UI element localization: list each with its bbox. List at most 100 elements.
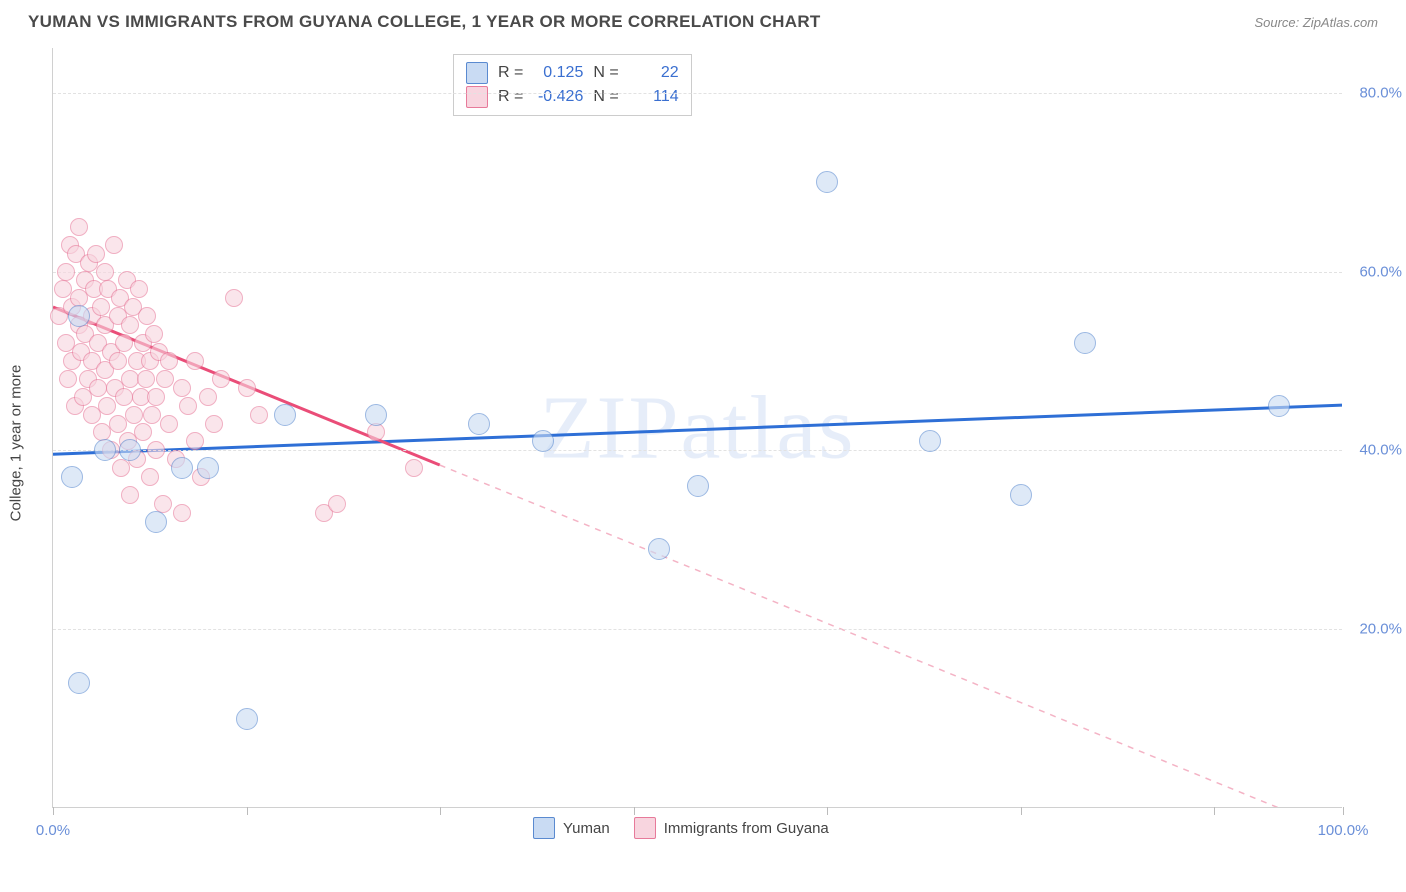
legend-swatch-pink (466, 86, 488, 108)
data-point (145, 325, 163, 343)
data-point (87, 245, 105, 263)
data-point (57, 263, 75, 281)
legend-item: Yuman (533, 817, 610, 839)
data-point (171, 457, 193, 479)
x-tick (53, 807, 54, 815)
data-point (687, 475, 709, 497)
legend-series: Yuman Immigrants from Guyana (533, 817, 829, 839)
data-point (156, 370, 174, 388)
data-point (68, 305, 90, 327)
data-point (236, 708, 258, 730)
x-tick-label: 100.0% (1318, 822, 1369, 839)
data-point (160, 415, 178, 433)
data-point (130, 280, 148, 298)
data-point (160, 352, 178, 370)
data-point (199, 388, 217, 406)
data-point (274, 404, 296, 426)
data-point (61, 466, 83, 488)
x-tick (1343, 807, 1344, 815)
data-point (137, 370, 155, 388)
data-point (367, 423, 385, 441)
y-tick-label: 40.0% (1347, 442, 1402, 459)
y-tick-label: 60.0% (1347, 263, 1402, 280)
data-point (96, 263, 114, 281)
data-point (405, 459, 423, 477)
trend-lines (53, 48, 1342, 807)
data-point (238, 379, 256, 397)
legend-row: R = -0.426 N = 114 (466, 85, 679, 109)
data-point (250, 406, 268, 424)
watermark: ZIPatlas (540, 376, 856, 479)
data-point (145, 511, 167, 533)
source-label: Source: ZipAtlas.com (1254, 15, 1378, 30)
data-point (468, 413, 490, 435)
gridline (53, 272, 1342, 273)
data-point (92, 298, 110, 316)
data-point (109, 415, 127, 433)
r-label: R = (498, 61, 523, 85)
x-tick (247, 807, 248, 815)
data-point (89, 379, 107, 397)
legend-label: Yuman (563, 820, 610, 837)
r-value: -0.426 (533, 85, 583, 109)
data-point (186, 352, 204, 370)
data-point (1010, 484, 1032, 506)
legend-stats: R = 0.125 N = 22 R = -0.426 N = 114 (453, 54, 692, 116)
r-label: R = (498, 85, 523, 109)
chart-container: College, 1 year or more ZIPatlas R = 0.1… (52, 48, 1372, 838)
data-point (186, 432, 204, 450)
x-tick (827, 807, 828, 815)
watermark-atlas: atlas (681, 378, 856, 477)
data-point (1074, 332, 1096, 354)
data-point (173, 379, 191, 397)
data-point (134, 423, 152, 441)
data-point (173, 504, 191, 522)
data-point (179, 397, 197, 415)
data-point (115, 388, 133, 406)
r-value: 0.125 (533, 61, 583, 85)
data-point (94, 439, 116, 461)
data-point (138, 307, 156, 325)
x-tick (1214, 807, 1215, 815)
data-point (109, 352, 127, 370)
data-point (105, 236, 123, 254)
data-point (121, 486, 139, 504)
y-axis-label: College, 1 year or more (8, 365, 25, 522)
data-point (68, 672, 90, 694)
data-point (115, 334, 133, 352)
data-point (205, 415, 223, 433)
n-value: 22 (629, 61, 679, 85)
x-tick (1021, 807, 1022, 815)
data-point (328, 495, 346, 513)
gridline (53, 450, 1342, 451)
n-value: 114 (629, 85, 679, 109)
data-point (121, 316, 139, 334)
data-point (98, 397, 116, 415)
data-point (648, 538, 670, 560)
data-point (225, 289, 243, 307)
data-point (919, 430, 941, 452)
gridline (53, 629, 1342, 630)
legend-item: Immigrants from Guyana (634, 817, 829, 839)
legend-swatch-blue (466, 62, 488, 84)
x-tick (440, 807, 441, 815)
data-point (197, 457, 219, 479)
data-point (119, 439, 141, 461)
data-point (125, 406, 143, 424)
gridline (53, 93, 1342, 94)
legend-swatch-pink (634, 817, 656, 839)
data-point (212, 370, 230, 388)
data-point (532, 430, 554, 452)
data-point (59, 370, 77, 388)
data-point (143, 406, 161, 424)
data-point (1268, 395, 1290, 417)
data-point (141, 468, 159, 486)
legend-label: Immigrants from Guyana (664, 820, 829, 837)
data-point (365, 404, 387, 426)
y-tick-label: 20.0% (1347, 621, 1402, 638)
legend-swatch-blue (533, 817, 555, 839)
plot-area: ZIPatlas R = 0.125 N = 22 R = -0.426 N =… (52, 48, 1342, 808)
x-tick-label: 0.0% (36, 822, 70, 839)
data-point (816, 171, 838, 193)
watermark-zip: ZIP (540, 378, 681, 477)
